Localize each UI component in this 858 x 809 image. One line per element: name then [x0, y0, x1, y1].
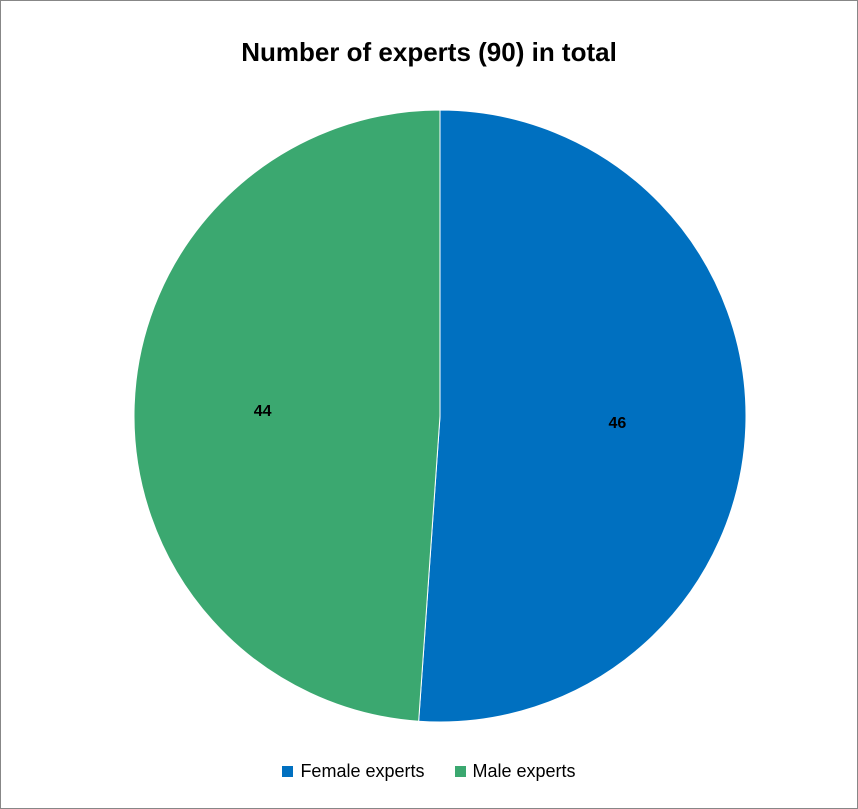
pie-slice-male-experts [133, 109, 441, 722]
data-label-male-experts: 44 [254, 403, 272, 420]
pie-slice-female-experts [418, 109, 747, 723]
legend-item-female: Female experts [282, 761, 425, 782]
pie-slices [133, 109, 747, 723]
legend-swatch-male [454, 766, 466, 777]
data-label-female-experts: 46 [608, 415, 626, 432]
legend-label-male: Male experts [472, 761, 576, 781]
legend: Female experts Male experts [1, 761, 857, 782]
legend-label-female: Female experts [300, 761, 425, 781]
legend-swatch-female [282, 766, 294, 777]
chart-title: Number of experts (90) in total [241, 37, 617, 67]
pie-data-labels: 46 44 [254, 403, 627, 432]
legend-item-male: Male experts [454, 761, 576, 782]
